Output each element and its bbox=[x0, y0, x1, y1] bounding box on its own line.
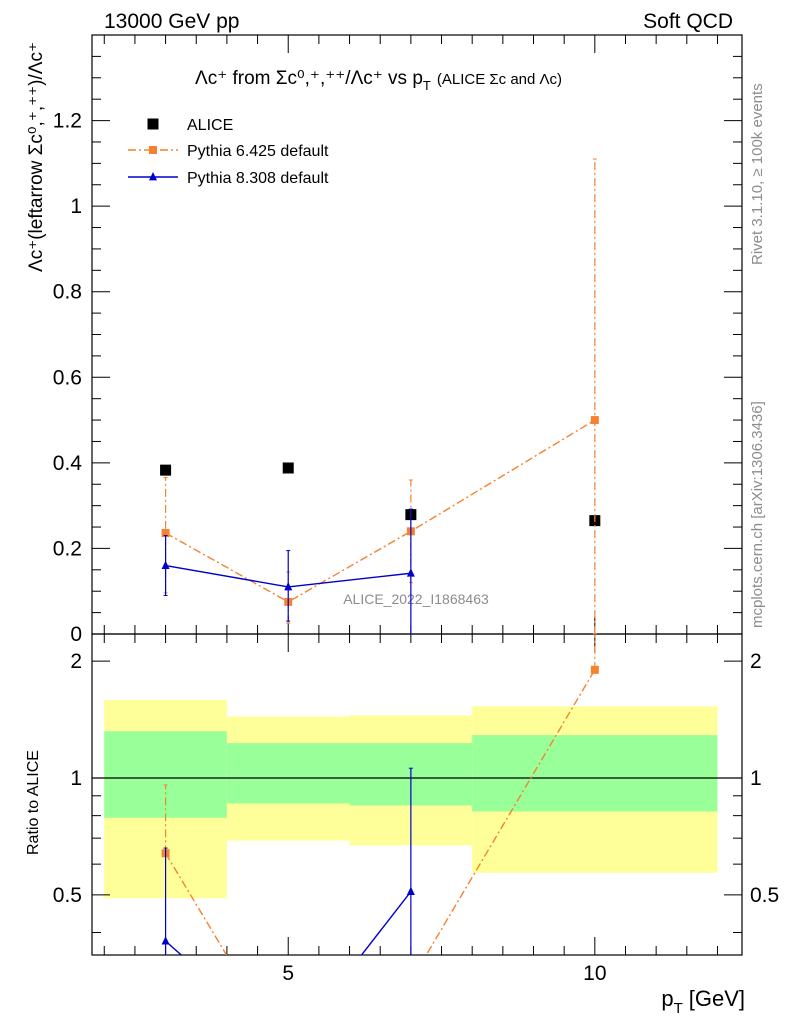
x-tick-label: 10 bbox=[583, 962, 606, 985]
plot-title-sub: T bbox=[423, 78, 431, 93]
analysis-id: ALICE_2022_I1868463 bbox=[343, 591, 489, 607]
ratio-line-2 bbox=[165, 891, 412, 955]
series-clip-group bbox=[161, 634, 599, 985]
data-point-0 bbox=[282, 462, 294, 474]
x-axis-label-sub: T bbox=[674, 1000, 683, 1017]
plot-title: Λc⁺ from Σc⁰,⁺,⁺⁺/Λc⁺ vs pT (ALICE Σc and… bbox=[195, 68, 562, 93]
data-point-2 bbox=[406, 568, 415, 577]
ratio-tick-label-right: 0.5 bbox=[750, 884, 779, 907]
y-tick-label: 0 bbox=[70, 623, 82, 646]
y-tick-label: 0.6 bbox=[53, 366, 82, 389]
series-clip-group bbox=[160, 158, 601, 634]
y-axis-label: Λc⁺(leftarrow Σc⁰,⁺,⁺⁺)/Λc⁺ bbox=[26, 42, 47, 272]
y-tick-label: 0.4 bbox=[53, 452, 83, 475]
legend-label: Pythia 6.425 default bbox=[187, 143, 329, 160]
y-tick-label: 1 bbox=[70, 195, 82, 218]
y-tick-label: 0.2 bbox=[53, 537, 82, 560]
data-point-0 bbox=[160, 464, 172, 476]
ratio-tick-label-left: 0.5 bbox=[53, 884, 82, 907]
plot-title-main: Λc⁺ from Σc⁰,⁺,⁺⁺/Λc⁺ vs p bbox=[195, 68, 423, 89]
y-tick-label: 1.2 bbox=[53, 110, 82, 133]
legend-marker-1 bbox=[149, 146, 157, 154]
data-series bbox=[160, 158, 601, 985]
x-axis-label-main: p bbox=[661, 986, 673, 1011]
ratio-bands bbox=[92, 699, 742, 899]
ratio-point-2 bbox=[161, 936, 170, 945]
ratio-y-axis-label: Ratio to ALICE bbox=[25, 750, 42, 855]
side-label-bottom: mcplots.cern.ch [arXiv:1306.3436] bbox=[749, 401, 766, 628]
data-point-2 bbox=[161, 560, 170, 569]
ratio-panel-frame bbox=[91, 633, 743, 956]
legend-marker-2 bbox=[149, 172, 157, 181]
ratio-tick-label-right: 1 bbox=[750, 767, 762, 790]
x-axis-label-unit: [GeV] bbox=[689, 986, 745, 1011]
ratio-line-1 bbox=[164, 669, 596, 955]
header-left: 13000 GeV pp bbox=[104, 10, 239, 33]
data-point-1 bbox=[590, 416, 599, 425]
plot-title-note: (ALICE Σc and Λc) bbox=[437, 71, 562, 88]
header-right: Soft QCD bbox=[643, 10, 733, 33]
legend-label: Pythia 8.308 default bbox=[187, 170, 329, 187]
legend-marker-0 bbox=[147, 118, 159, 130]
ratio-point-1 bbox=[407, 977, 415, 985]
data-point-1 bbox=[161, 529, 170, 538]
ratio-tick-label-left: 1 bbox=[70, 767, 82, 790]
ratio-band-green-1 bbox=[226, 743, 350, 804]
y-tick-label: 0.8 bbox=[53, 281, 82, 304]
data-point-2 bbox=[284, 581, 293, 591]
ratio-point-1 bbox=[590, 665, 599, 674]
ratio-band-green-3 bbox=[472, 735, 718, 812]
ratio-tick-label-left: 2 bbox=[70, 650, 82, 673]
legend-label: ALICE bbox=[187, 117, 233, 134]
ratio-point-2 bbox=[406, 886, 415, 895]
ratio-tick-label-right: 2 bbox=[750, 650, 762, 673]
legend: ALICE Pythia 6.425 default Pythia 8.308 de… bbox=[128, 117, 329, 187]
x-axis-label: pT [GeV] bbox=[661, 986, 745, 1017]
axis-ticks: 0 0.2 0.4 0.6 0.8 1 1.2 0.5 0.5 1 1 2 2 5 10 bbox=[53, 34, 779, 985]
side-label-top: Rivet 3.1.10, ≥ 100k events bbox=[749, 83, 766, 265]
x-tick-label: 5 bbox=[282, 962, 294, 985]
series-line-1 bbox=[165, 419, 596, 603]
